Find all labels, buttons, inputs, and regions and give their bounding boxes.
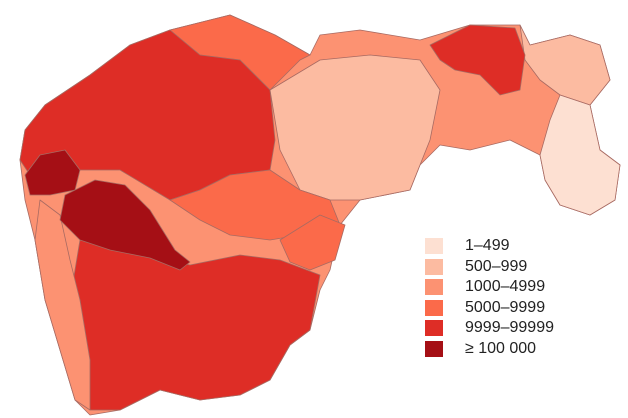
legend-label: 9999–99999	[465, 319, 554, 337]
legend-label: 1000–4999	[465, 278, 546, 296]
legend-item: 9999–99999	[425, 318, 554, 339]
region-northeast-dark	[429, 24, 526, 96]
legend-label: 5000–9999	[465, 298, 546, 316]
legend-label: 1–499	[465, 237, 510, 255]
legend-item: 5000–9999	[425, 298, 554, 319]
legend-label: ≥ 100 000	[465, 339, 537, 357]
legend-item: 500–999	[425, 257, 554, 278]
legend-swatch	[425, 340, 443, 357]
legend: 1–499 500–999 1000–4999 5000–9999 9999–9…	[425, 236, 554, 359]
region-mumbai-thane	[24, 149, 81, 196]
region-east-light	[519, 24, 611, 106]
region-east-orange	[279, 214, 346, 271]
legend-swatch	[425, 320, 443, 337]
legend-label: 500–999	[465, 257, 528, 275]
legend-swatch	[425, 299, 443, 316]
legend-swatch	[425, 258, 443, 275]
region-far-east	[539, 94, 621, 216]
region-coast	[34, 199, 91, 411]
legend-item: 1–499	[425, 236, 554, 257]
legend-swatch	[425, 238, 443, 255]
region-central-orange	[169, 169, 341, 241]
region-south-dark	[69, 239, 321, 411]
region-east-mid	[269, 54, 441, 201]
region-pune	[59, 179, 191, 271]
legend-swatch	[425, 279, 443, 296]
legend-item: ≥ 100 000	[425, 339, 554, 360]
legend-item: 1000–4999	[425, 277, 554, 298]
